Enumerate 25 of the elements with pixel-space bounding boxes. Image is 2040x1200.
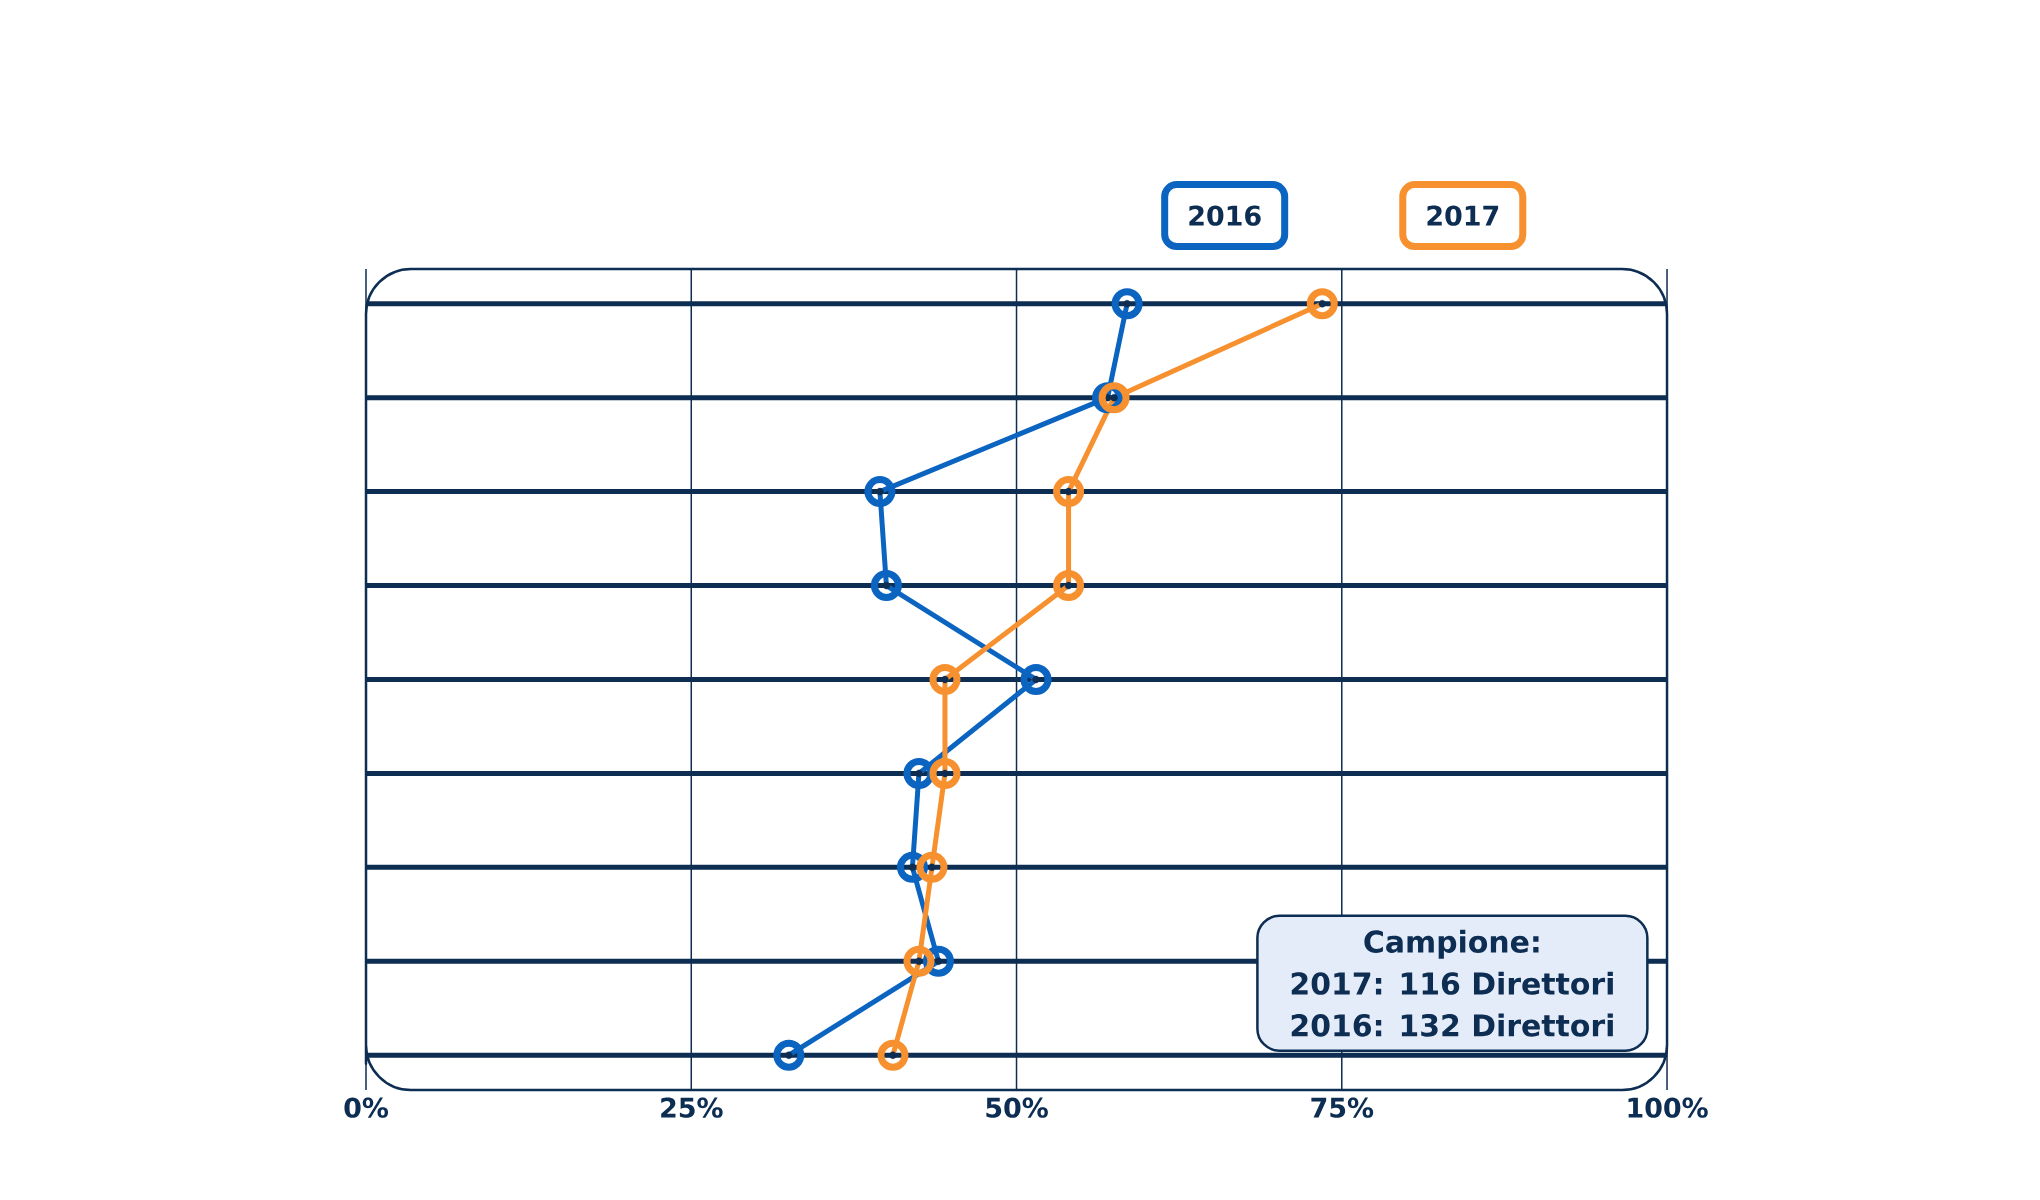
point — [1111, 288, 1143, 320]
legend-label: 2016 — [1189, 205, 1261, 226]
point — [870, 570, 902, 602]
annotation: 2016: 132 Direttori — [1291, 1013, 1613, 1037]
point — [1306, 288, 1338, 320]
point — [1053, 570, 1085, 602]
point — [1098, 382, 1130, 414]
x-tick-label: 25% — [661, 1097, 723, 1118]
point — [864, 476, 896, 508]
point — [1020, 663, 1052, 695]
point — [929, 663, 961, 695]
point — [1053, 476, 1085, 508]
point — [877, 1039, 909, 1071]
point — [929, 757, 961, 789]
annotation: 2017: 116 Direttori — [1291, 971, 1613, 995]
x-tick-label: 100% — [1628, 1097, 1708, 1118]
point — [773, 1039, 805, 1071]
point — [903, 945, 935, 977]
annotation: Campione: — [1364, 929, 1539, 959]
point — [916, 851, 948, 883]
x-tick-label: 50% — [986, 1097, 1048, 1118]
point — [903, 757, 935, 789]
x-tick-label: 0% — [344, 1097, 389, 1118]
legend-label: 2017 — [1427, 205, 1499, 226]
x-tick-label: 75% — [1311, 1097, 1374, 1118]
